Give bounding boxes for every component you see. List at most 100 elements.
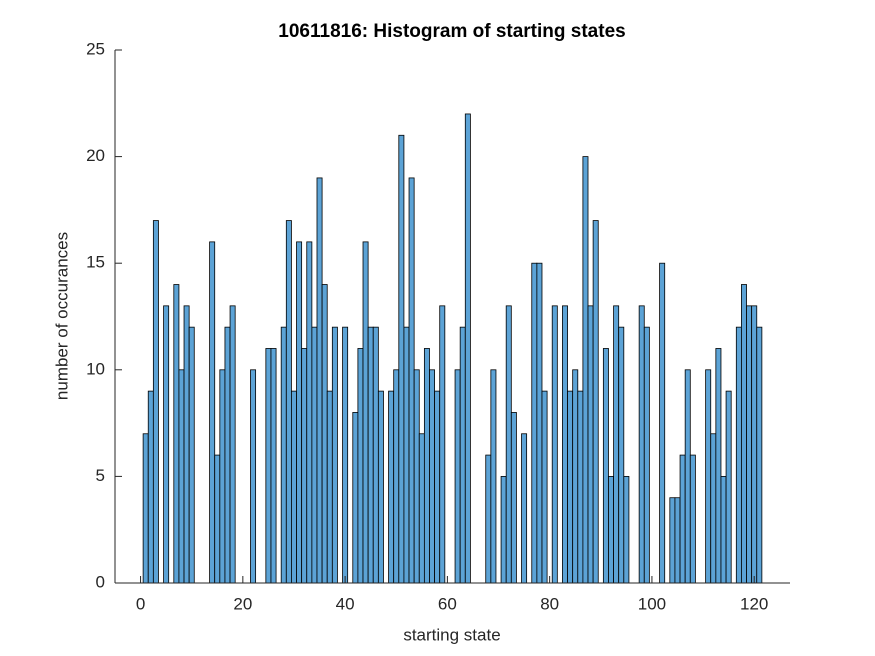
bar [510, 412, 517, 584]
bar [592, 220, 599, 584]
bar [152, 220, 159, 584]
bar [725, 390, 732, 584]
x-tick-label: 120 [740, 594, 768, 613]
bar [464, 113, 471, 584]
bar [720, 475, 727, 584]
bar [418, 433, 425, 584]
bar [147, 390, 154, 584]
bar [219, 369, 226, 584]
bar [684, 369, 691, 584]
bar [674, 497, 681, 584]
bar [659, 262, 666, 584]
bar [485, 454, 492, 584]
bar [173, 284, 180, 584]
bar [505, 305, 512, 584]
bar [434, 390, 441, 584]
bar [710, 433, 717, 584]
bar [362, 241, 369, 584]
bar [572, 369, 579, 584]
bar [229, 305, 236, 584]
bar [311, 326, 318, 584]
bar [224, 326, 231, 584]
bar [490, 369, 497, 584]
bar [331, 326, 338, 584]
bar [306, 241, 313, 584]
bar [163, 305, 170, 584]
bar [567, 390, 574, 584]
bar [429, 369, 436, 584]
bar [521, 433, 528, 584]
bar [403, 326, 410, 584]
bar [408, 177, 415, 584]
bar [551, 305, 558, 584]
chart-title: 10611816: Histogram of starting states [278, 21, 625, 42]
bar [423, 348, 430, 584]
bar [291, 390, 297, 584]
x-tick-label: 100 [638, 594, 666, 613]
bar [316, 177, 323, 584]
y-tick-label: 20 [86, 146, 105, 165]
x-tick-label: 80 [540, 594, 559, 613]
y-axis-label: number of occurances [52, 232, 71, 400]
y-tick-label: 10 [86, 359, 105, 378]
bar [142, 433, 149, 584]
bar [250, 369, 257, 584]
bar [413, 369, 420, 584]
bar [188, 326, 195, 584]
bar [562, 305, 568, 584]
bar [178, 369, 185, 584]
bar [285, 220, 292, 584]
bar [439, 305, 446, 584]
x-axis-label: starting state [403, 625, 500, 644]
bar [587, 305, 594, 584]
bar [715, 348, 722, 584]
bar [326, 390, 333, 584]
bar [209, 241, 216, 584]
bar [321, 284, 328, 584]
bar [618, 326, 625, 584]
bar [388, 390, 395, 584]
y-tick-label: 0 [96, 572, 105, 591]
x-tick-label: 60 [438, 594, 457, 613]
bar [352, 412, 359, 584]
y-tick-label: 25 [86, 39, 105, 58]
bar [183, 305, 190, 584]
bar [751, 305, 758, 584]
bar [746, 305, 753, 584]
bar [613, 305, 620, 584]
bar [577, 390, 584, 584]
bar [741, 284, 747, 584]
y-tick-label: 15 [86, 253, 105, 272]
bar [541, 390, 548, 584]
bar [377, 390, 384, 584]
bar [669, 497, 676, 584]
bar [705, 369, 712, 584]
bar [608, 475, 614, 584]
bar [536, 262, 543, 584]
bar [342, 326, 349, 584]
bar [367, 326, 374, 584]
x-tick-label: 20 [233, 594, 252, 613]
bar [459, 326, 466, 584]
bar [454, 369, 461, 584]
bar [270, 348, 277, 584]
bar [638, 305, 645, 584]
bar [582, 156, 589, 584]
bar [357, 348, 364, 584]
bar [500, 475, 507, 584]
bar [531, 262, 538, 584]
bar [602, 348, 609, 584]
y-tick-label: 5 [96, 466, 105, 485]
bar [393, 369, 400, 584]
bar [643, 326, 650, 584]
bar [689, 454, 696, 584]
bar [214, 454, 221, 584]
bar [623, 475, 630, 584]
bar [756, 326, 763, 584]
bar [735, 326, 742, 584]
bar [296, 241, 303, 584]
bar [372, 326, 379, 584]
bar [301, 348, 308, 584]
bar [265, 348, 272, 584]
